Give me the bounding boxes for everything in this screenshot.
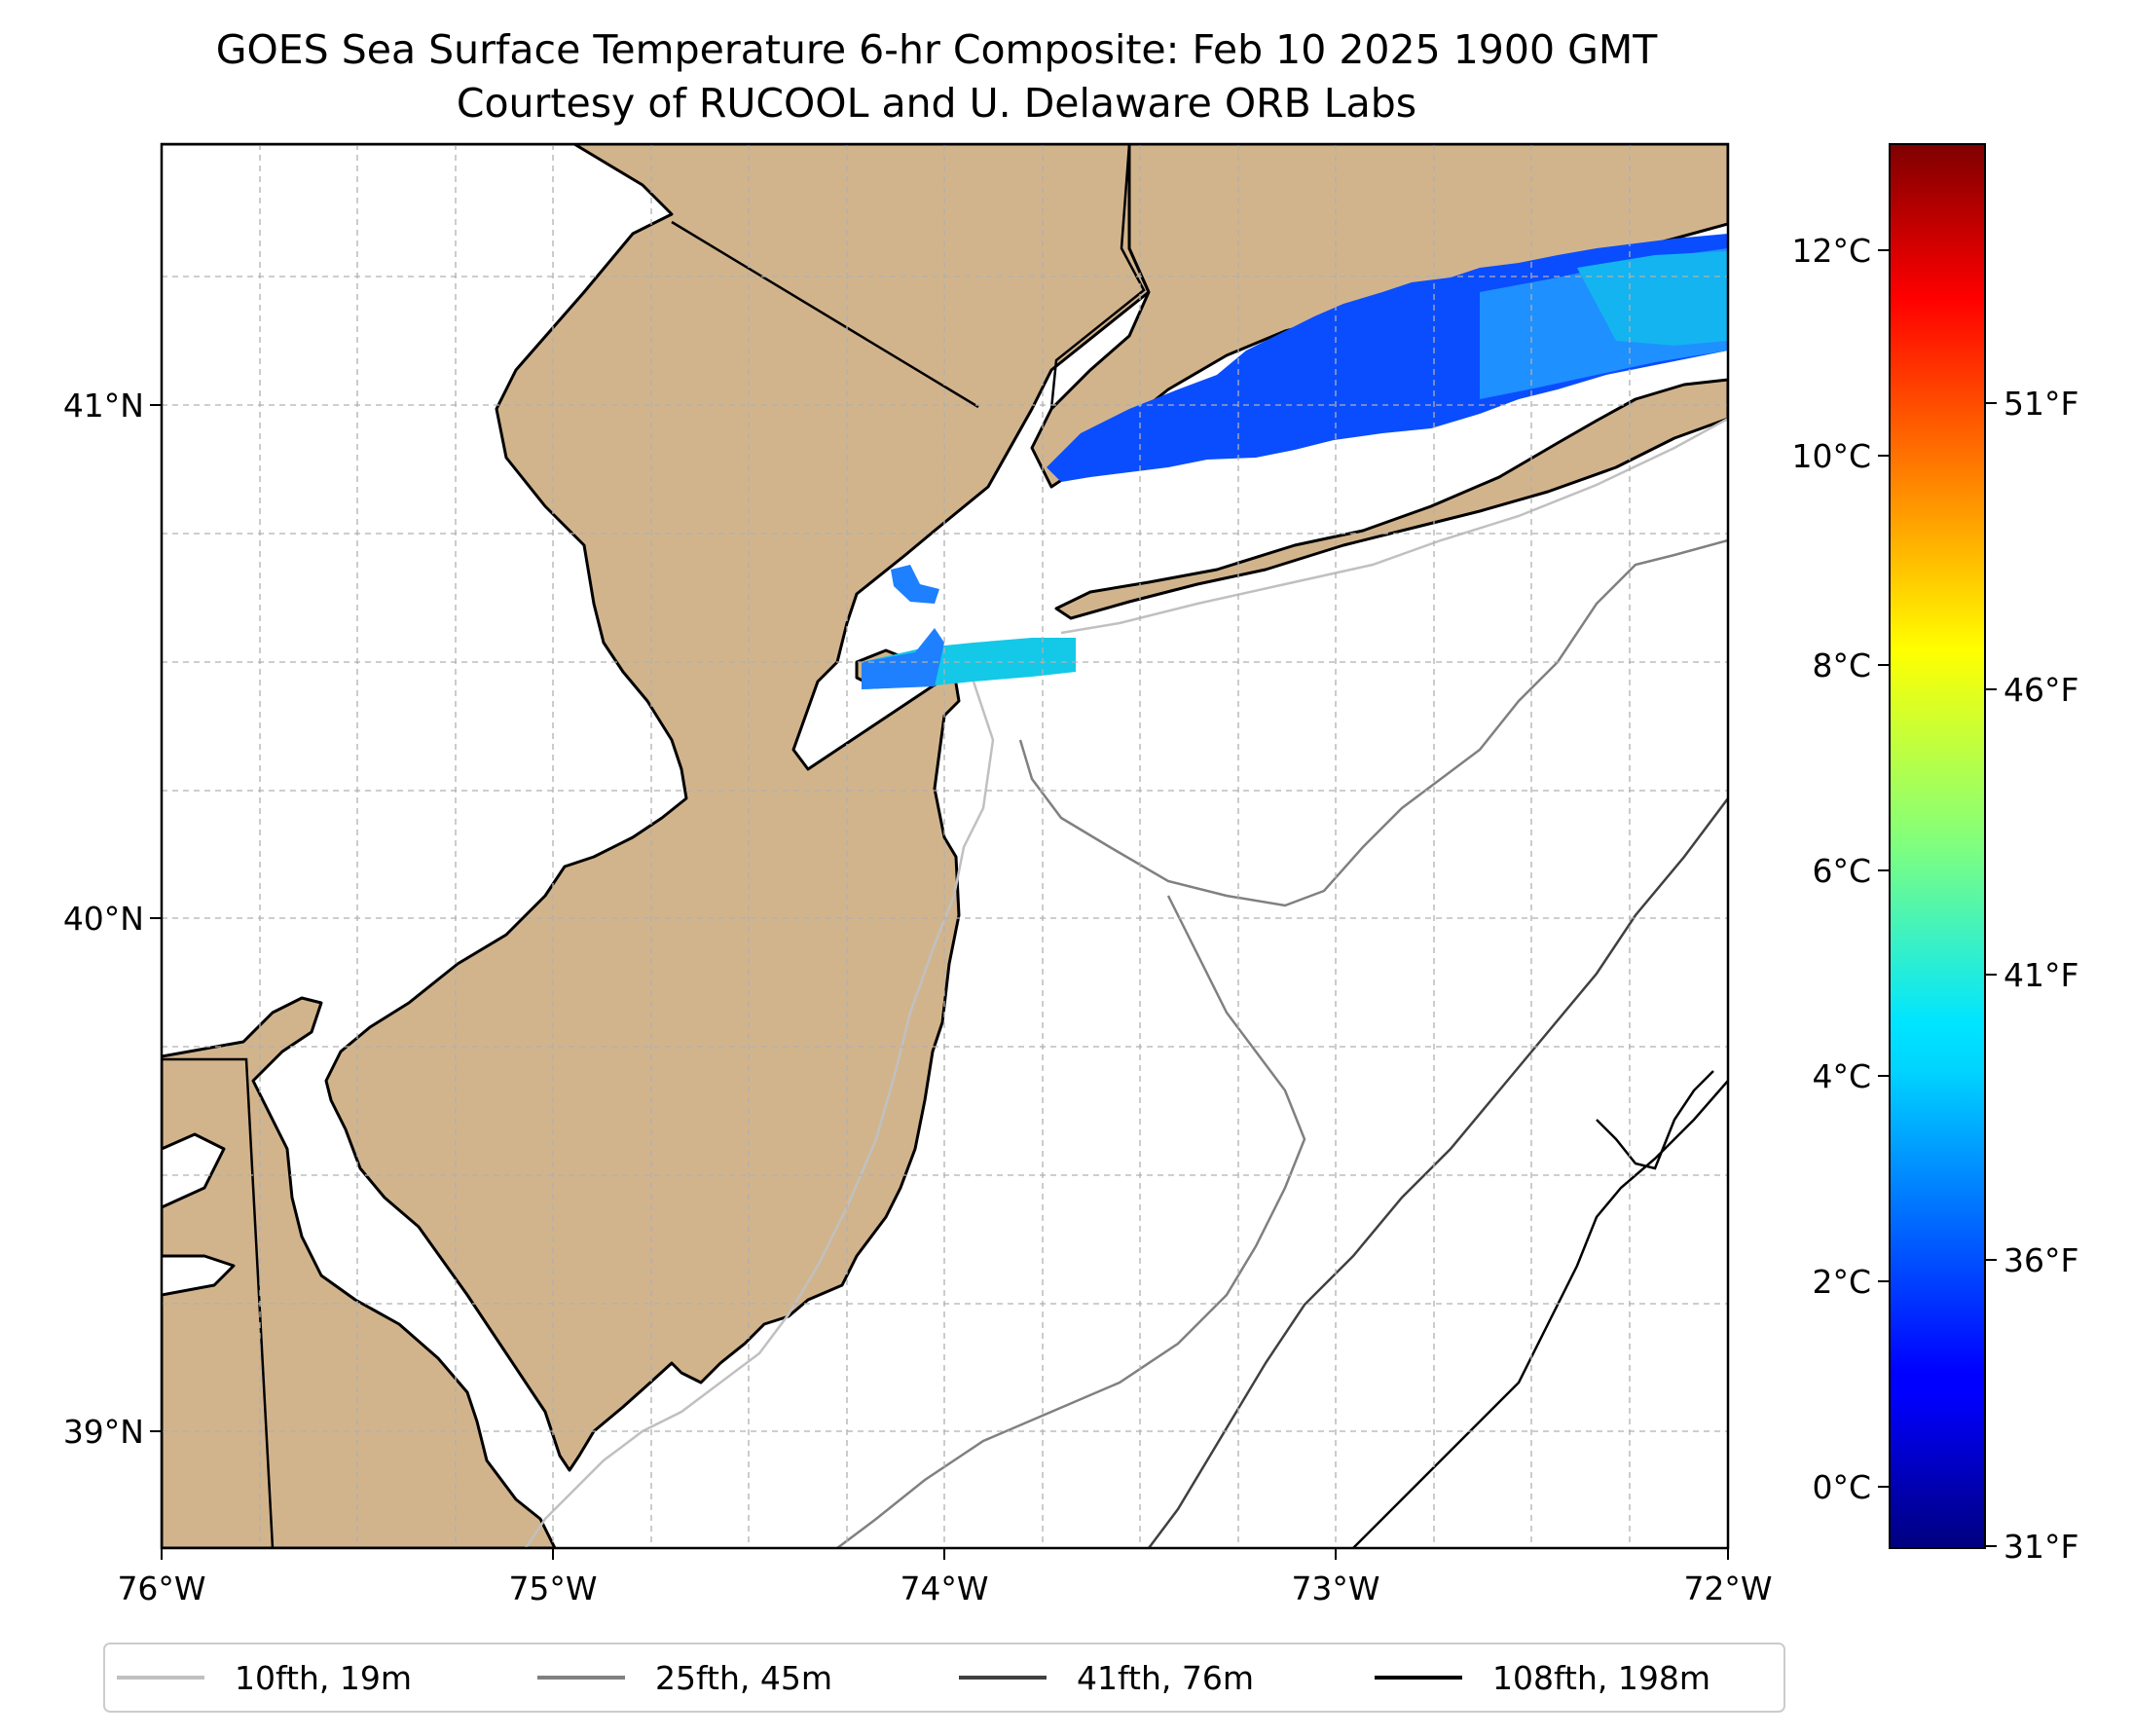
lon-tick-label: 74°W xyxy=(900,1570,988,1607)
colorbar: 0°C 2°C 4°C 6°C 8°C 10°C 12°C 31°F 36°F … xyxy=(1791,143,2078,1566)
colorbar-celsius-label: 6°C xyxy=(1812,852,1871,890)
lat-tick-label: 41°N xyxy=(63,387,144,425)
colorbar-celsius-label: 10°C xyxy=(1791,437,1871,475)
sst-patches xyxy=(862,234,1728,689)
legend-label: 10fth, 19m xyxy=(235,1659,412,1697)
pa-de-border xyxy=(162,1057,275,1548)
contour-10fth xyxy=(524,417,1728,1548)
colorbar-fahrenheit-label: 36°F xyxy=(2003,1241,2078,1279)
gridlines xyxy=(162,144,1728,1548)
colorbar-fahrenheit-ticks xyxy=(1985,402,1997,1547)
lat-axis xyxy=(150,404,162,1432)
ny-ct-border xyxy=(1049,144,1146,410)
sst-sound-east-light xyxy=(1577,251,1728,346)
colorbar-fahrenheit-label: 46°F xyxy=(2003,671,2078,709)
colorbar-celsius-label: 2°C xyxy=(1812,1263,1871,1301)
contour-108fth xyxy=(1352,1070,1728,1548)
colorbar-gradient xyxy=(1889,143,1986,1549)
legend-label: 108fth, 198m xyxy=(1492,1659,1710,1697)
colorbar-celsius-label: 4°C xyxy=(1812,1057,1871,1095)
legend-label: 25fth, 45m xyxy=(655,1659,832,1697)
map-title-line2: Courtesy of RUCOOL and U. Delaware ORB L… xyxy=(457,80,1416,127)
lon-tick-label: 76°W xyxy=(117,1570,205,1607)
colorbar-celsius-label: 8°C xyxy=(1812,646,1871,684)
contour-25fth xyxy=(836,538,1728,1548)
colorbar-celsius-label: 0°C xyxy=(1812,1468,1871,1506)
colorbar-celsius-label: 12°C xyxy=(1791,232,1871,270)
lat-tick-label: 40°N xyxy=(63,900,144,938)
state-borders xyxy=(162,144,1146,1548)
legend-box xyxy=(103,1643,1785,1713)
colorbar-fahrenheit-label: 51°F xyxy=(2003,385,2078,423)
sst-ny-harbor xyxy=(891,565,939,604)
map-panel xyxy=(162,144,1728,1548)
lon-axis xyxy=(161,1548,1729,1560)
lon-tick-label: 72°W xyxy=(1683,1570,1772,1607)
colorbar-fahrenheit-label: 41°F xyxy=(2003,956,2078,994)
colorbar-celsius-ticks xyxy=(1878,249,1890,1488)
lat-tick-label: 39°N xyxy=(63,1413,144,1451)
legend-label: 41fth, 76m xyxy=(1077,1659,1254,1697)
sst-ny-bight-blue xyxy=(862,628,944,689)
bathymetry xyxy=(524,417,1728,1548)
ny-nj-border xyxy=(671,220,979,409)
colorbar-fahrenheit-label: 31°F xyxy=(2003,1528,2078,1566)
lon-tick-label: 75°W xyxy=(508,1570,597,1607)
map-title-line1: GOES Sea Surface Temperature 6-hr Compos… xyxy=(216,26,1659,73)
lon-tick-label: 73°W xyxy=(1291,1570,1379,1607)
legend: 10fth, 19m 25fth, 45m 41fth, 76m 108fth,… xyxy=(103,1643,1785,1713)
long-island-land xyxy=(1054,378,1728,620)
contour-41fth xyxy=(1148,797,1728,1548)
